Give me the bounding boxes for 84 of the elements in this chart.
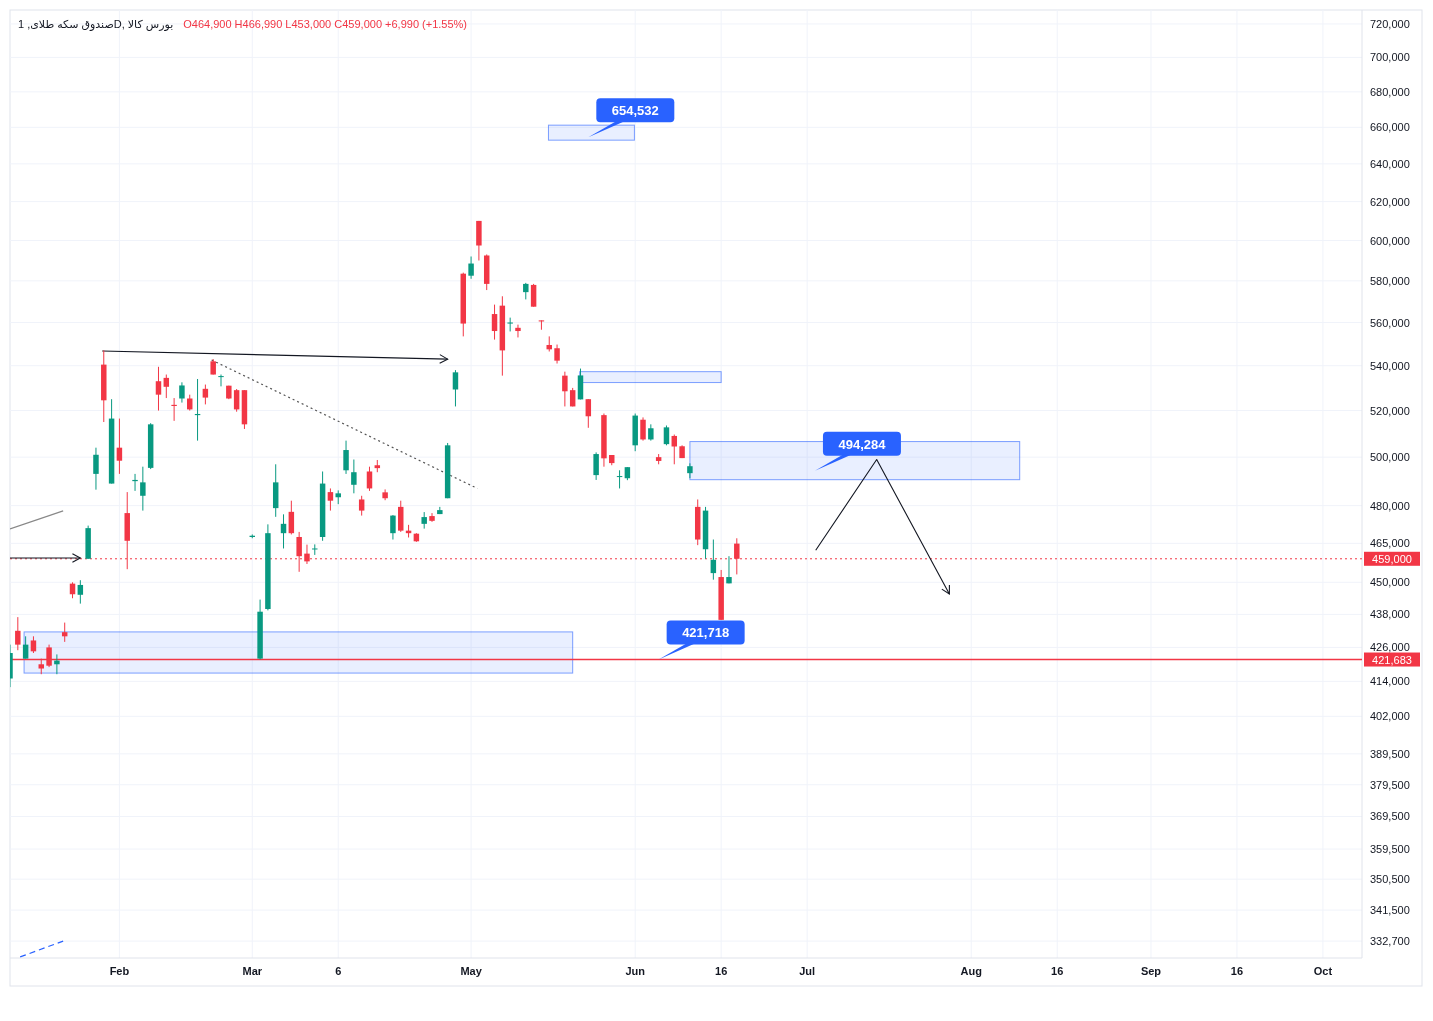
x-tick-label: Mar xyxy=(242,965,263,977)
candlestick xyxy=(327,487,334,512)
candlestick xyxy=(640,416,646,442)
candlestick xyxy=(577,368,584,400)
candlestick xyxy=(398,500,404,533)
y-tick-label: 600,000 xyxy=(1370,234,1410,247)
y-tick-label: 680,000 xyxy=(1370,85,1410,98)
candlestick xyxy=(452,369,459,407)
y-tick-label: 580,000 xyxy=(1370,274,1410,287)
y-tick-label: 720,000 xyxy=(1370,17,1410,30)
candlestick xyxy=(515,324,521,338)
candlestick xyxy=(687,462,693,479)
y-tick-label: 540,000 xyxy=(1370,359,1410,372)
y-tick-label: 480,000 xyxy=(1370,499,1410,512)
candlestick xyxy=(358,495,365,517)
y-tick-label: 414,000 xyxy=(1370,675,1410,688)
text: صندوق سکه طلای, 1D, بورس کالا xyxy=(18,18,174,31)
x-tick-label: Sep xyxy=(1140,965,1162,977)
y-tick-label: 426,000 xyxy=(1370,641,1410,654)
candlestick xyxy=(77,579,84,605)
y-tick-label: 620,000 xyxy=(1370,195,1410,208)
x-tick-label: 16 xyxy=(1051,965,1064,977)
y-tick-label: 500,000 xyxy=(1370,451,1410,464)
y-tick-label: 465,000 xyxy=(1370,537,1410,550)
annotation: 494,284 xyxy=(838,436,887,452)
y-tick-label: 438,000 xyxy=(1370,608,1410,621)
candlestick xyxy=(351,459,357,494)
candlestick xyxy=(54,653,60,675)
y-tick-label: 520,000 xyxy=(1370,404,1410,417)
candlestick xyxy=(22,635,29,660)
x-tick-label: Oct xyxy=(1313,965,1333,977)
y-tick-label: 369,500 xyxy=(1370,810,1410,823)
text: O464,900 H466,990 L453,000 C459,000 +6,990 (+1.55%) xyxy=(183,18,468,30)
candlestick xyxy=(616,469,623,489)
candlestick xyxy=(366,466,373,492)
x-tick-label: 16 xyxy=(715,965,728,977)
x-tick-label: Feb xyxy=(109,965,130,977)
candlestick xyxy=(93,447,99,491)
candlestick xyxy=(562,371,568,407)
candlestick xyxy=(343,440,349,475)
x-tick-label: May xyxy=(460,965,483,977)
candlestick xyxy=(585,398,592,429)
x-tick-label: Jul xyxy=(799,965,816,977)
y-tick-label: 332,700 xyxy=(1370,935,1410,948)
candlestick xyxy=(288,500,295,535)
candlestick xyxy=(382,488,388,501)
candlestick xyxy=(140,466,146,512)
x-tick-label: Jun xyxy=(625,965,646,977)
candlestick xyxy=(390,514,396,541)
candlestick xyxy=(155,366,162,412)
candlestick xyxy=(468,255,474,280)
candlestick xyxy=(530,283,537,308)
x-tick-label: 16 xyxy=(1230,965,1244,977)
ref-line-label: 421,683 xyxy=(1372,653,1412,666)
candlestick xyxy=(593,451,599,481)
candlestick xyxy=(171,397,177,422)
candlestick xyxy=(202,384,209,405)
y-tick-label: 560,000 xyxy=(1370,316,1410,329)
y-tick-label: 402,000 xyxy=(1370,710,1410,723)
y-tick-label: 379,500 xyxy=(1370,778,1410,791)
x-tick-label: Aug xyxy=(960,965,982,977)
y-tick-label: 389,500 xyxy=(1370,747,1410,760)
y-tick-label: 341,500 xyxy=(1370,904,1410,917)
y-tick-label: 450,000 xyxy=(1370,576,1410,589)
candlestick xyxy=(491,304,498,341)
candlestick xyxy=(163,374,170,399)
y-tick-label: 640,000 xyxy=(1370,157,1410,170)
y-tick-label: 660,000 xyxy=(1370,121,1410,134)
y-tick-label: 350,500 xyxy=(1370,873,1410,886)
candlestick xyxy=(663,424,670,446)
candlestick xyxy=(726,555,732,584)
annotation: 654,532 xyxy=(611,103,659,119)
candlestick xyxy=(218,374,224,387)
y-tick-label: 359,500 xyxy=(1370,843,1410,856)
candlestick xyxy=(312,543,318,556)
annotation: 421,718 xyxy=(682,625,730,641)
x-tick-label: 6 xyxy=(335,965,342,977)
y-tick-label: 700,000 xyxy=(1370,51,1410,64)
candlestick xyxy=(554,344,560,365)
candlestick xyxy=(233,388,240,413)
ref-line-label: 459,000 xyxy=(1372,552,1412,565)
candlestick xyxy=(116,418,123,475)
candlestick xyxy=(15,616,21,651)
candlestick xyxy=(179,381,185,404)
